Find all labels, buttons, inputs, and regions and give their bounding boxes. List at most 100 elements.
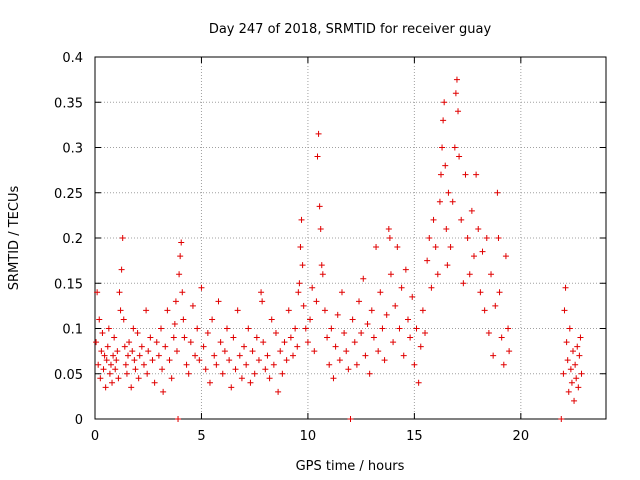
data-point (187, 339, 194, 346)
data-point (436, 198, 443, 205)
data-point (494, 189, 501, 196)
data-point (449, 198, 456, 205)
data-point (106, 370, 113, 377)
y-tick-label: 0.2 (62, 232, 83, 247)
data-point (159, 366, 166, 373)
data-point (475, 225, 482, 232)
data-point (153, 339, 160, 346)
data-point (390, 339, 397, 346)
data-point (107, 361, 114, 368)
chart-title: Day 247 of 2018, SRMTID for receiver gua… (209, 22, 492, 37)
data-point (176, 271, 183, 278)
data-point (445, 189, 452, 196)
data-point (105, 325, 112, 332)
data-point (166, 357, 173, 364)
data-point (255, 357, 262, 364)
data-point (275, 388, 282, 395)
data-point (138, 343, 145, 350)
data-point (200, 343, 207, 350)
y-tick-label: 0.3 (62, 142, 83, 157)
data-point (360, 275, 367, 282)
data-point (562, 284, 569, 291)
data-point (245, 325, 252, 332)
data-point (424, 257, 431, 264)
data-point (500, 361, 507, 368)
data-point (175, 416, 182, 422)
data-point (204, 330, 211, 337)
data-point (444, 262, 451, 269)
data-point (304, 339, 311, 346)
x-tick-label: 15 (406, 429, 423, 444)
data-point (571, 397, 578, 404)
data-point (404, 316, 411, 323)
grid-lines (95, 57, 606, 419)
data-point (345, 366, 352, 373)
data-point (411, 361, 418, 368)
data-point (99, 330, 106, 337)
data-point (392, 302, 399, 309)
y-axis-label: SRMTID / TECUs (7, 186, 22, 291)
y-tick-label: 0 (75, 413, 83, 428)
data-point (230, 334, 237, 341)
data-point (113, 357, 120, 364)
x-tick-label: 20 (513, 429, 530, 444)
data-point (143, 307, 150, 314)
data-point (170, 334, 177, 341)
data-point (464, 235, 471, 241)
data-point (168, 375, 175, 382)
data-point (326, 361, 333, 368)
data-point (132, 366, 139, 373)
data-point (564, 357, 571, 364)
data-point (277, 348, 284, 355)
data-point (466, 271, 473, 278)
data-point (394, 244, 401, 251)
data-point (136, 352, 143, 359)
data-point (349, 316, 356, 323)
data-point (194, 325, 201, 332)
data-point (362, 352, 369, 359)
data-point (366, 370, 373, 377)
data-point (447, 244, 454, 251)
data-point (473, 171, 480, 178)
data-point (443, 225, 450, 232)
data-point (295, 289, 302, 296)
data-point (490, 352, 497, 359)
data-point (104, 343, 111, 350)
data-point (567, 366, 574, 373)
data-point (313, 298, 320, 305)
data-point (381, 357, 388, 364)
data-point (451, 144, 458, 151)
data-point (558, 416, 565, 422)
data-point (330, 375, 337, 382)
data-point (128, 384, 135, 391)
data-point (228, 384, 235, 391)
data-point (93, 339, 100, 346)
y-tick-label: 0.25 (54, 187, 83, 202)
data-point (387, 271, 394, 278)
data-point (285, 307, 292, 314)
data-point (266, 375, 273, 382)
data-point (566, 325, 573, 332)
data-point (351, 339, 358, 346)
data-point (101, 352, 108, 359)
data-point (481, 307, 488, 314)
data-point (135, 375, 142, 382)
data-point (422, 330, 429, 337)
y-tick-label: 0.05 (54, 368, 83, 383)
data-point (430, 216, 437, 223)
data-point (114, 348, 121, 355)
data-point (492, 302, 499, 309)
data-point (563, 339, 570, 346)
data-point (569, 348, 576, 355)
data-point (185, 370, 192, 377)
data-point (573, 375, 580, 382)
data-point (95, 361, 102, 368)
data-point (307, 316, 314, 323)
data-point (202, 366, 209, 373)
data-point (402, 266, 409, 273)
data-point (315, 130, 322, 137)
data-point (189, 302, 196, 309)
data-point (296, 280, 303, 287)
data-point (336, 357, 343, 364)
data-point (297, 244, 304, 251)
